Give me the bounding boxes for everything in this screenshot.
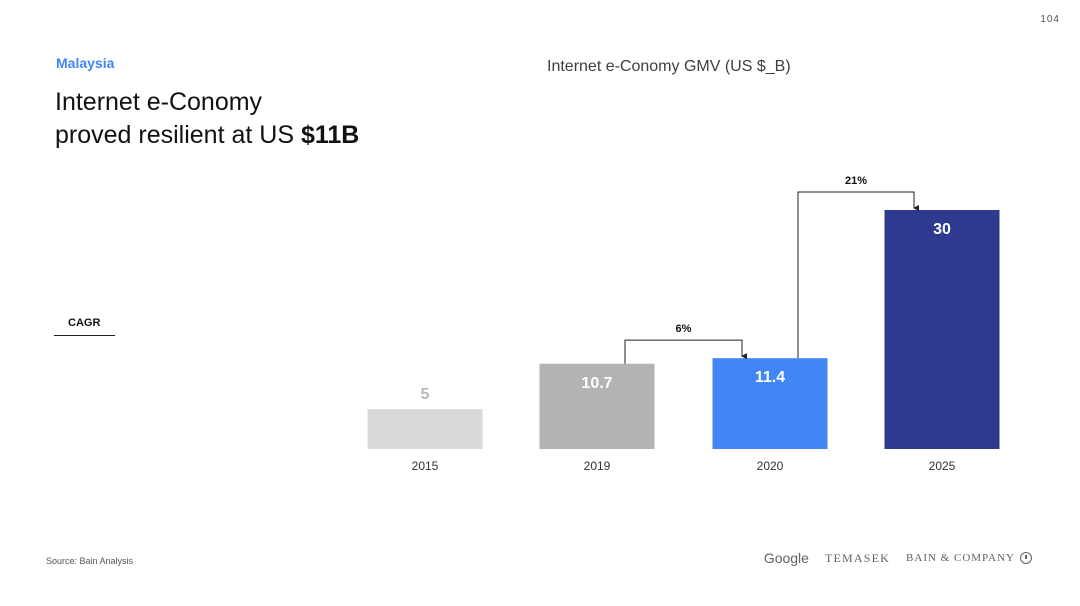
- bar-2015: [367, 409, 483, 449]
- bar-value-label-2015: 5: [421, 386, 430, 403]
- bain-logo-text: BAIN & COMPANY: [906, 552, 1015, 564]
- cagr-label-2019-2020: 6%: [676, 323, 692, 335]
- bar-value-label-2020: 11.4: [755, 369, 785, 386]
- x-tick-label-2025: 2025: [929, 459, 956, 473]
- x-tick-label-2020: 2020: [757, 459, 784, 473]
- cagr-label-2020-2025: 21%: [845, 175, 867, 187]
- cagr-legend-label: CAGR: [54, 317, 115, 336]
- x-tick-label-2015: 2015: [412, 459, 439, 473]
- bar-value-label-2019: 10.7: [581, 375, 612, 392]
- google-logo: Google: [763, 550, 809, 566]
- region-label: Malaysia: [56, 55, 115, 71]
- cagr-arrow-2019-2020: [624, 339, 747, 364]
- bar-2020: [712, 358, 828, 449]
- cagr-arrow-2020-2025: [797, 191, 919, 359]
- headline-highlight-value: $11B: [300, 121, 360, 149]
- headline-line-1: Internet e-Conomy: [55, 88, 263, 116]
- page-number: 104: [1040, 14, 1060, 25]
- bar-value-label-2025: 30: [933, 221, 951, 238]
- bain-logo: BAIN & COMPANY: [906, 552, 1032, 564]
- source-note: Source: Bain Analysis: [46, 556, 134, 566]
- bar-2019: [539, 363, 655, 449]
- bain-clock-icon: [1020, 552, 1032, 564]
- x-tick-label-2019: 2019: [584, 459, 611, 473]
- headline-line-2-prefix: proved resilient at US: [55, 121, 301, 149]
- bar-2025: [884, 210, 1000, 449]
- partner-logos: Google TEMASEK BAIN & COMPANY: [764, 550, 1032, 566]
- page-headline: Internet e-Conomy proved resilient at US…: [55, 86, 475, 152]
- chart-title: Internet e-Conomy GMV (US $_B): [547, 58, 791, 75]
- temasek-logo: TEMASEK: [824, 550, 891, 565]
